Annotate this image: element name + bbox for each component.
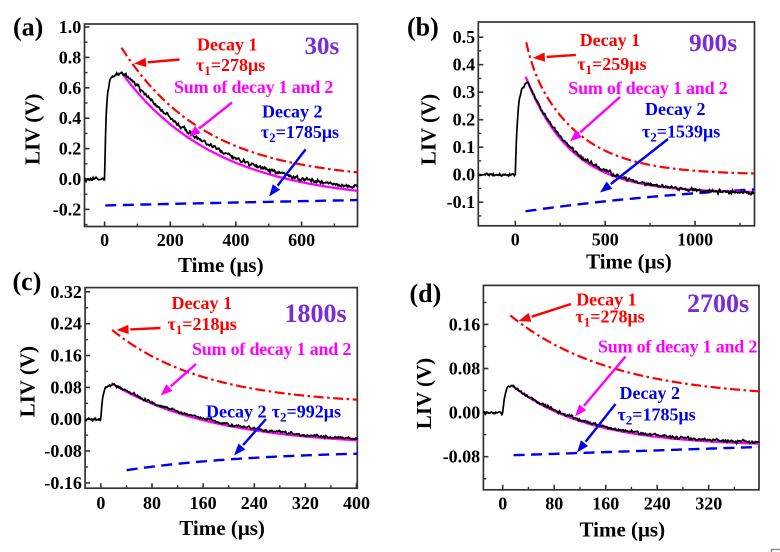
svg-text:0: 0 — [100, 230, 109, 250]
svg-text:400: 400 — [343, 493, 370, 513]
svg-text:900s: 900s — [689, 28, 737, 57]
svg-text:Time (μs): Time (μs) — [179, 516, 265, 540]
svg-text:τ1=278μs: τ1=278μs — [575, 307, 644, 330]
svg-text:0.16: 0.16 — [50, 346, 82, 366]
svg-text:2700s: 2700s — [687, 289, 749, 318]
svg-text:Sum of decay 1 and 2: Sum of decay 1 and 2 — [598, 337, 757, 357]
svg-text:0.00: 0.00 — [50, 409, 82, 429]
svg-text:Sum of decay 1 and 2: Sum of decay 1 and 2 — [192, 339, 351, 359]
svg-text:-0.08: -0.08 — [443, 447, 481, 467]
svg-text:0.3: 0.3 — [453, 82, 476, 102]
svg-text:0.1: 0.1 — [453, 137, 476, 157]
svg-text:(c): (c) — [13, 267, 42, 296]
svg-text:0: 0 — [511, 230, 520, 250]
svg-text:0.32: 0.32 — [50, 282, 82, 302]
svg-text:0.0: 0.0 — [59, 169, 82, 189]
svg-text:0.2: 0.2 — [59, 139, 82, 159]
svg-text:τ1=259μs: τ1=259μs — [577, 54, 646, 77]
svg-text:Time (μs): Time (μs) — [178, 253, 264, 277]
svg-text:30s: 30s — [305, 33, 340, 60]
svg-text:0.24: 0.24 — [50, 314, 82, 334]
svg-text:τ1=278μs: τ1=278μs — [196, 55, 265, 78]
svg-text:0.08: 0.08 — [449, 359, 481, 379]
svg-text:0.6: 0.6 — [59, 78, 82, 98]
svg-text:400: 400 — [222, 230, 249, 250]
svg-text:LIV (V): LIV (V) — [16, 346, 40, 417]
svg-text:80: 80 — [545, 494, 563, 514]
svg-text:0.4: 0.4 — [453, 55, 476, 75]
svg-text:0.8: 0.8 — [59, 47, 82, 67]
svg-text:-0.1: -0.1 — [447, 192, 476, 212]
svg-text:τ1=218μs: τ1=218μs — [168, 314, 237, 337]
svg-text:Decay 2: Decay 2 — [620, 383, 680, 403]
svg-text:1.0: 1.0 — [59, 17, 82, 37]
svg-text:1000: 1000 — [677, 230, 713, 250]
svg-text:160: 160 — [190, 493, 217, 513]
svg-text:240: 240 — [644, 494, 671, 514]
svg-text:Decay 1: Decay 1 — [197, 34, 257, 54]
svg-text:500: 500 — [592, 230, 619, 250]
svg-text:LIV (V): LIV (V) — [412, 358, 436, 429]
svg-text:Sum of decay 1 and 2: Sum of decay 1 and 2 — [174, 77, 333, 97]
svg-text:(b): (b) — [407, 12, 439, 41]
svg-text:τ2=992μs: τ2=992μs — [272, 401, 341, 424]
svg-text:80: 80 — [143, 493, 161, 513]
svg-text:320: 320 — [695, 494, 722, 514]
svg-text:τ2=1785μs: τ2=1785μs — [617, 404, 695, 427]
svg-text:0: 0 — [498, 494, 507, 514]
svg-text:Time (μs): Time (μs) — [580, 517, 666, 541]
svg-text:1800s: 1800s — [285, 299, 347, 328]
svg-text:200: 200 — [157, 230, 184, 250]
svg-text:Decay 1: Decay 1 — [576, 290, 636, 310]
svg-text:τ2=1539μs: τ2=1539μs — [642, 122, 720, 145]
svg-text:0.2: 0.2 — [453, 110, 476, 130]
svg-text:600: 600 — [288, 230, 315, 250]
svg-text:-0.2: -0.2 — [53, 199, 82, 219]
svg-text:Decay 1: Decay 1 — [580, 30, 640, 50]
svg-text:0.00: 0.00 — [449, 403, 481, 423]
svg-text:(a): (a) — [13, 12, 43, 41]
svg-text:(d): (d) — [410, 279, 442, 308]
svg-text:0.08: 0.08 — [50, 377, 82, 397]
svg-text:320: 320 — [292, 493, 319, 513]
svg-text:-0.16: -0.16 — [44, 473, 82, 493]
svg-text:τ2=1785μs: τ2=1785μs — [261, 122, 339, 145]
svg-text:LIV (V): LIV (V) — [20, 94, 44, 165]
svg-text:160: 160 — [592, 494, 619, 514]
svg-text:0.5: 0.5 — [453, 27, 476, 47]
svg-text:240: 240 — [241, 493, 268, 513]
svg-text:Decay 2: Decay 2 — [206, 401, 266, 421]
svg-text:Sum of decay 1 and 2: Sum of decay 1 and 2 — [568, 78, 727, 98]
svg-text:Decay 2: Decay 2 — [262, 101, 322, 121]
svg-text:Decay 1: Decay 1 — [172, 293, 232, 313]
svg-text:0.16: 0.16 — [449, 314, 481, 334]
svg-text:0.0: 0.0 — [453, 165, 476, 185]
svg-text:0.4: 0.4 — [59, 108, 82, 128]
svg-text:-0.08: -0.08 — [44, 441, 82, 461]
svg-text:0: 0 — [96, 493, 105, 513]
svg-text:LIV (V): LIV (V) — [416, 94, 440, 165]
svg-text:Decay 2: Decay 2 — [645, 99, 705, 119]
svg-text:Time (μs): Time (μs) — [586, 250, 672, 274]
